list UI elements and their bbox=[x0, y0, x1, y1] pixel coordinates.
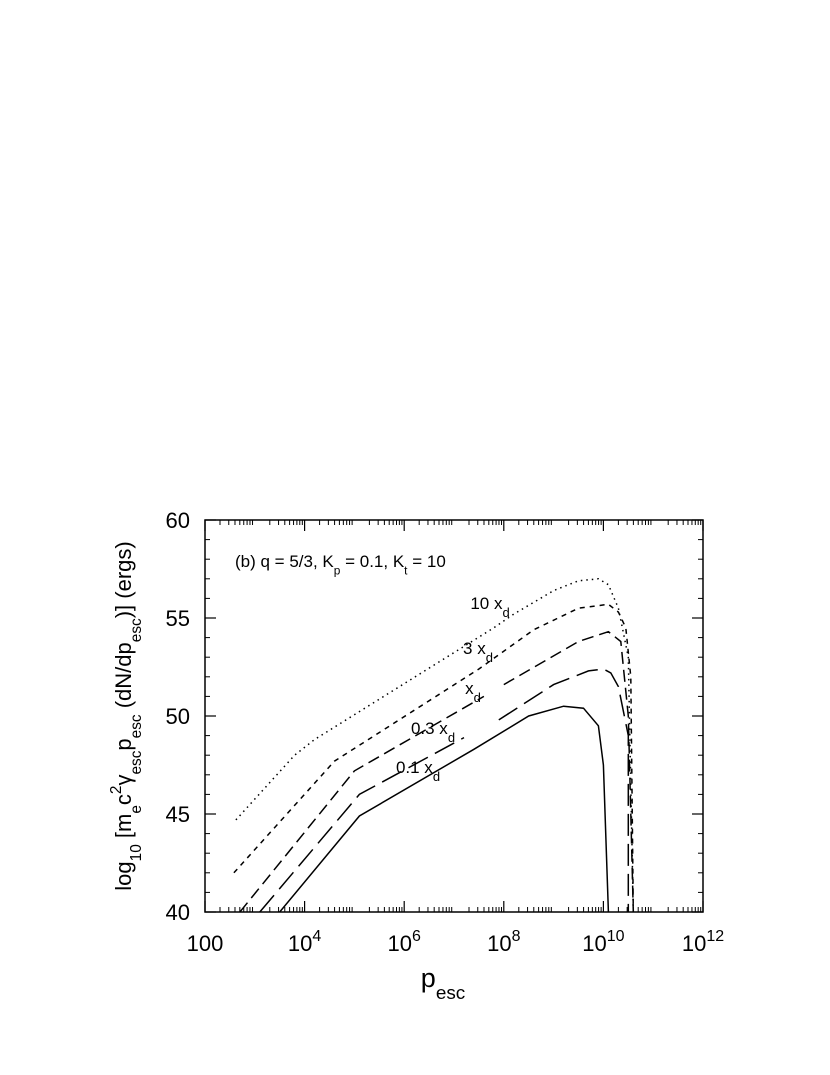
series-label-sub: d bbox=[433, 769, 440, 784]
series-label: xd bbox=[465, 679, 481, 705]
x-tick-base: 100 bbox=[187, 931, 224, 956]
x-tick-base: 10 bbox=[682, 931, 706, 956]
annotation-part: = 0.1, K bbox=[340, 552, 404, 571]
y-axis-label-part: γ bbox=[111, 775, 136, 786]
x-tick-label: 1012 bbox=[682, 928, 724, 956]
y-tick-label: 60 bbox=[166, 508, 190, 533]
annotation: (b) q = 5/3, Kp = 0.1, Kt = 10 bbox=[235, 552, 446, 578]
y-axis-label-part: 2 bbox=[108, 786, 125, 795]
series-label-name: 10 x bbox=[470, 594, 503, 613]
series-label-sub: d bbox=[474, 690, 481, 705]
y-tick-label: 45 bbox=[166, 802, 190, 827]
series-label-name: 0.1 x bbox=[396, 758, 433, 777]
series-line bbox=[503, 630, 635, 913]
x-tick-label: 100 bbox=[187, 931, 224, 956]
y-tick-label: 55 bbox=[166, 606, 190, 631]
x-tick-label: 1010 bbox=[582, 928, 624, 956]
x-tick-exp: 8 bbox=[512, 928, 521, 945]
x-axis-label: pesc bbox=[421, 963, 465, 1004]
series-label: 0.3 xd bbox=[411, 719, 455, 745]
series-label-name: 3 x bbox=[463, 639, 486, 658]
series-label-sub: d bbox=[486, 650, 493, 665]
x-axis-label-part: p bbox=[421, 963, 436, 993]
series-label: 0.1 xd bbox=[396, 758, 440, 784]
annotation-part: t bbox=[404, 564, 408, 578]
x-tick-exp: 4 bbox=[312, 928, 321, 945]
y-axis-label-part: [m bbox=[111, 814, 136, 845]
y-axis-label-part: esc bbox=[128, 750, 145, 774]
series-line bbox=[279, 705, 610, 913]
y-tick-label: 50 bbox=[166, 704, 190, 729]
x-tick-exp: 10 bbox=[607, 928, 625, 945]
annotation-part: p bbox=[334, 564, 341, 578]
x-axis-label-part: esc bbox=[436, 983, 465, 1004]
series-label: 3 xd bbox=[463, 639, 493, 665]
series-line bbox=[233, 603, 635, 913]
series-line bbox=[498, 668, 630, 912]
y-axis-label-part: p bbox=[111, 738, 136, 750]
series-label-sub: d bbox=[448, 730, 455, 745]
y-axis-label: log10 [mec2γescpesc (dN/dpesc)] (ergs) bbox=[108, 541, 145, 890]
y-axis-label-part: esc bbox=[128, 618, 145, 642]
x-tick-label: 108 bbox=[487, 928, 520, 956]
y-axis-label-part: log bbox=[111, 861, 136, 890]
x-tick-label: 104 bbox=[288, 928, 321, 956]
y-axis-label-part: )] (ergs) bbox=[111, 541, 136, 618]
series-line bbox=[239, 695, 485, 913]
series-label-sub: d bbox=[502, 605, 509, 620]
series-label-name: 0.3 x bbox=[411, 719, 448, 738]
x-tick-base: 10 bbox=[288, 931, 312, 956]
y-tick-label: 40 bbox=[166, 900, 190, 925]
y-axis-label-part: (dN/dp bbox=[111, 642, 136, 714]
series-label-name: x bbox=[465, 679, 474, 698]
x-tick-label: 106 bbox=[388, 928, 421, 956]
x-tick-base: 10 bbox=[582, 931, 606, 956]
series-line bbox=[235, 578, 635, 913]
series-line bbox=[259, 736, 465, 913]
annotation-part: = 10 bbox=[407, 552, 445, 571]
y-axis-label-part: esc bbox=[128, 714, 145, 738]
x-tick-base: 10 bbox=[487, 931, 511, 956]
y-axis-label-part: e bbox=[128, 805, 145, 814]
x-tick-exp: 6 bbox=[412, 928, 421, 945]
y-axis-label-part: c bbox=[111, 794, 136, 805]
x-tick-exp: 12 bbox=[706, 928, 724, 945]
y-axis-label-part: 10 bbox=[128, 844, 145, 861]
x-tick-base: 10 bbox=[388, 931, 412, 956]
annotation-part: (b) q = 5/3, K bbox=[235, 552, 334, 571]
series-label: 10 xd bbox=[470, 594, 509, 620]
